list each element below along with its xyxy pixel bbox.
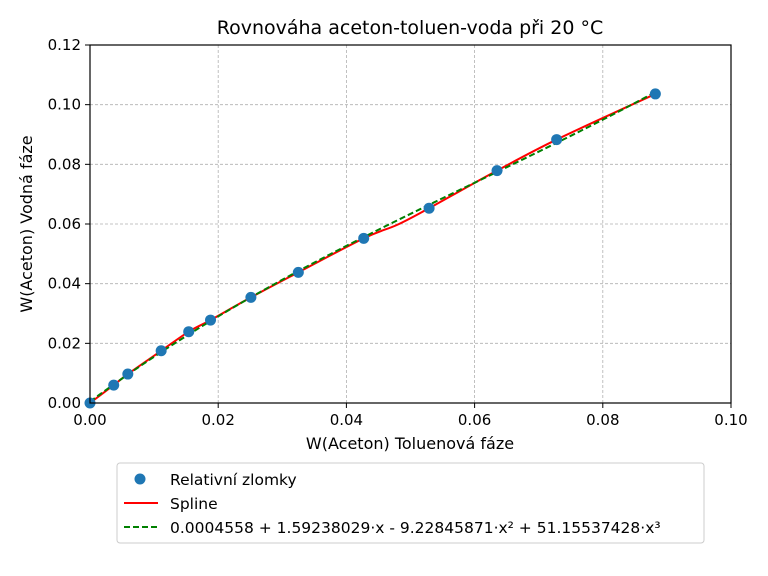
axes: 0.00 0.02 0.04 0.06 0.08 0.10 0.00 0.02 0.04 0.06… [48,36,748,429]
legend-label-spline: Spline [170,495,218,513]
y-tick-label: 0.00 [48,394,81,412]
legend-marker-scatter [134,473,146,485]
data-point [358,232,370,244]
data-point [423,202,435,214]
x-tick-label: 0.08 [586,411,619,429]
data-point [205,314,217,326]
x-tick-label: 0.02 [201,411,234,429]
legend-label-scatter: Relativní zlomky [170,471,297,489]
chart-title: Rovnováha aceton-toluen-voda při 20 °C [217,17,604,39]
data-point [245,291,257,303]
data-point [649,88,661,100]
y-axis-title: W(Aceton) Vodná fáze [17,135,36,312]
data-point [122,368,134,380]
data-point [108,379,120,391]
x-tick-label: 0.06 [458,411,491,429]
legend-frame [116,462,705,544]
y-tick-label: 0.12 [48,36,81,54]
legend-label-fit: 0.0004558 + 1.59238029·x - 9.22845871·x²… [170,519,661,537]
y-tick-label: 0.08 [48,155,81,173]
plot-border [89,44,732,404]
x-tick-label: 0.04 [330,411,363,429]
y-tick-label: 0.10 [48,96,81,114]
grid [90,45,731,403]
x-tick-label: 0.10 [714,411,747,429]
x-axis-title: W(Aceton) Toluenová fáze [306,434,514,453]
data-point [183,326,195,338]
data-point [292,266,304,278]
x-tick-label: 0.00 [73,411,106,429]
polyfit-line [89,91,656,403]
series-layer [84,88,661,409]
data-point [491,165,503,177]
data-point [551,134,563,146]
y-tick-label: 0.04 [48,275,81,293]
y-tick-label: 0.06 [48,215,81,233]
y-tick-label: 0.02 [48,334,81,352]
legend: Relativní zlomky Spline 0.0004558 + 1.59… [116,462,705,544]
data-point [155,345,167,357]
